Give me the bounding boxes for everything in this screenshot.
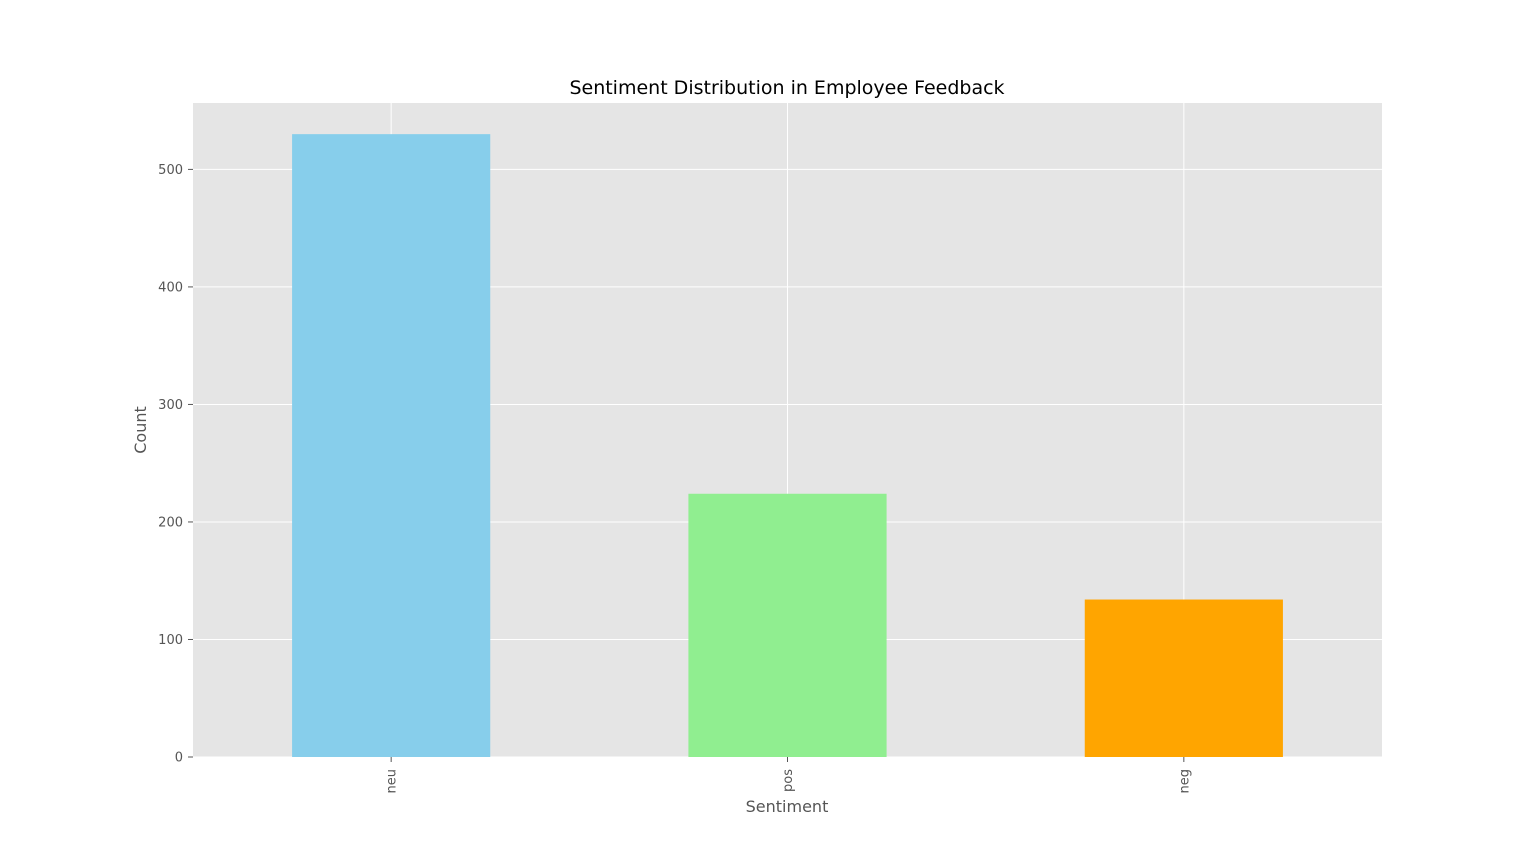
y-tick-label: 0 <box>175 751 183 766</box>
y-tick-label: 400 <box>158 280 183 295</box>
x-axis-label: Sentiment <box>746 797 829 816</box>
chart-title: Sentiment Distribution in Employee Feedb… <box>569 77 1004 99</box>
bar-neu <box>292 134 491 758</box>
y-tick-label: 300 <box>158 398 183 413</box>
bar-neg <box>1084 599 1283 757</box>
y-axis-label: Count <box>131 406 150 454</box>
x-tick-label-neu: neu <box>385 769 400 793</box>
y-tick-label: 200 <box>158 515 183 530</box>
y-tick-label: 100 <box>158 633 183 648</box>
axis-ticks: 0 100 200 300 400 500 neu pos neg <box>158 163 1192 794</box>
x-tick-label-neg: neg <box>1177 769 1192 794</box>
bar-pos <box>688 493 887 757</box>
y-tick-label: 500 <box>158 163 183 178</box>
x-tick-label-pos: pos <box>781 769 796 792</box>
bars <box>292 134 1283 758</box>
